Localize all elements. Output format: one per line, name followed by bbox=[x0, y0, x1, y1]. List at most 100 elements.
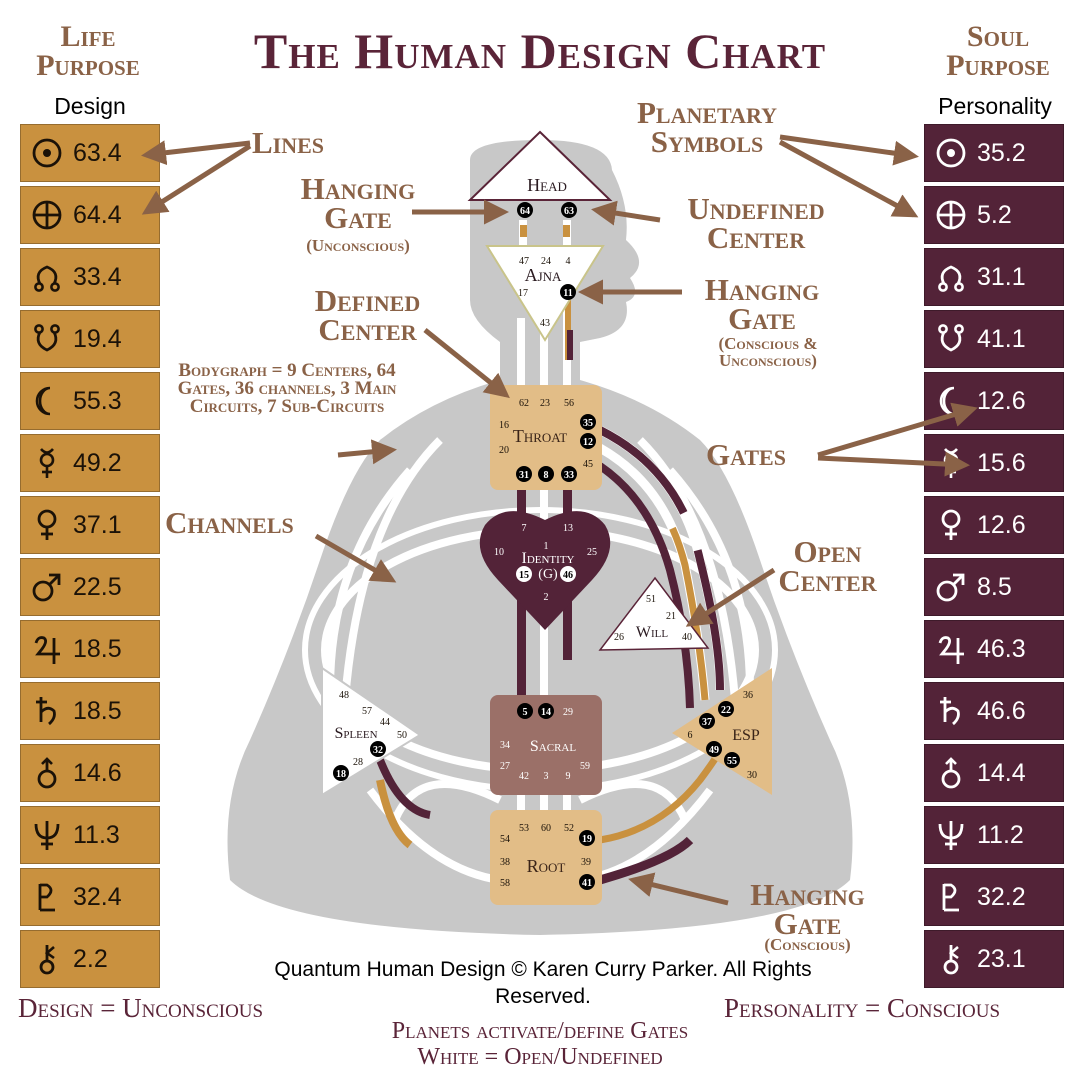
gate-8: 8 bbox=[544, 470, 549, 481]
head-center[interactable]: Head bbox=[467, 130, 613, 201]
defined-center-annotation: Defined Center bbox=[314, 283, 421, 347]
gate-59: 59 bbox=[580, 761, 590, 772]
head-center-label: Head bbox=[527, 175, 567, 195]
throat-center[interactable]: Throat bbox=[490, 385, 602, 490]
design-column: 63.4 64.4 33.4 19.4 55.3 49.2 37.1 22.5 18.5 18.5… bbox=[20, 124, 160, 992]
design-gate-line: 18.5 bbox=[73, 634, 122, 663]
gate-51: 51 bbox=[646, 594, 656, 605]
will-center-label: Will bbox=[636, 624, 668, 641]
esp-center[interactable]: ESP bbox=[672, 668, 772, 795]
undefined-center-annotation: Undefined Center bbox=[687, 191, 825, 255]
gate-40: 40 bbox=[682, 632, 692, 643]
gate-25: 25 bbox=[587, 547, 597, 558]
esp-center-label: ESP bbox=[732, 727, 760, 744]
personality-row: 46.6 bbox=[924, 682, 1064, 740]
north-node-icon bbox=[21, 248, 73, 306]
will-center[interactable]: Will bbox=[598, 576, 710, 651]
gate-1: 1 bbox=[544, 541, 549, 552]
pluto-icon bbox=[925, 868, 977, 926]
gate-31: 31 bbox=[519, 470, 529, 481]
personality-row: 5.2 bbox=[924, 186, 1064, 244]
gate-45: 45 bbox=[583, 459, 593, 470]
throat-center-label: Throat bbox=[513, 426, 567, 446]
gate-55: 55 bbox=[727, 756, 737, 767]
root-center-label: Root bbox=[527, 856, 566, 876]
design-row: 18.5 bbox=[20, 682, 160, 740]
gate-42: 42 bbox=[519, 771, 529, 782]
design-gate-line: 32.4 bbox=[73, 882, 122, 911]
gate-19: 19 bbox=[582, 834, 592, 845]
gate-37: 37 bbox=[702, 717, 712, 728]
sun-icon bbox=[925, 124, 977, 182]
gate-11: 11 bbox=[563, 288, 572, 299]
gate-49: 49 bbox=[709, 745, 719, 756]
gate-47: 47 bbox=[519, 256, 529, 267]
design-gate-line: 64.4 bbox=[73, 200, 122, 229]
gate-46: 46 bbox=[563, 570, 573, 581]
personality-row: 32.2 bbox=[924, 868, 1064, 926]
design-row: 32.4 bbox=[20, 868, 160, 926]
spleen-center[interactable]: Spleen bbox=[321, 666, 422, 797]
neptune-icon bbox=[925, 806, 977, 864]
mars-icon bbox=[925, 558, 977, 616]
footer-planets-legend: Planets activate/define Gates bbox=[391, 1018, 689, 1044]
personality-gate-line: 14.4 bbox=[977, 758, 1026, 787]
gate-6: 6 bbox=[688, 730, 693, 741]
bodygraph-annotation: Bodygraph = 9 Centers, 64 Gates, 36 chan… bbox=[177, 360, 397, 417]
uranus-icon bbox=[21, 744, 73, 802]
life-purpose-heading: Life Purpose bbox=[36, 20, 140, 82]
design-row: 49.2 bbox=[20, 434, 160, 492]
gate-14: 14 bbox=[541, 707, 551, 718]
personality-row: 14.4 bbox=[924, 744, 1064, 802]
design-gate-line: 2.2 bbox=[73, 944, 108, 973]
pluto-icon bbox=[21, 868, 73, 926]
gate-50: 50 bbox=[397, 730, 407, 741]
sacral-center[interactable]: Sacral bbox=[490, 695, 602, 795]
gate-7: 7 bbox=[522, 523, 527, 534]
personality-gate-line: 15.6 bbox=[977, 448, 1026, 477]
gate-13: 13 bbox=[563, 523, 573, 534]
gate-3: 3 bbox=[544, 771, 549, 782]
north-node-icon bbox=[925, 248, 977, 306]
gate-5: 5 bbox=[523, 707, 528, 718]
mars-icon bbox=[21, 558, 73, 616]
sacral-center-label: Sacral bbox=[530, 738, 576, 755]
personality-gate-line: 46.6 bbox=[977, 696, 1026, 725]
design-row: 2.2 bbox=[20, 930, 160, 988]
gate-54: 54 bbox=[500, 834, 510, 845]
gate-64: 64 bbox=[520, 206, 530, 217]
footer-design-legend: Design = Unconscious bbox=[18, 993, 264, 1023]
chiron-icon bbox=[21, 930, 73, 988]
personality-row: 12.6 bbox=[924, 496, 1064, 554]
design-gate-line: 19.4 bbox=[73, 324, 122, 353]
gate-2: 2 bbox=[544, 592, 549, 603]
gate-27: 27 bbox=[500, 761, 510, 772]
identity-center[interactable]: Identity (G) bbox=[479, 511, 611, 630]
personality-row: 23.1 bbox=[924, 930, 1064, 988]
ajna-center-label: Ajna bbox=[525, 265, 562, 285]
root-center[interactable]: Root bbox=[490, 810, 602, 905]
personality-gate-line: 46.3 bbox=[977, 634, 1026, 663]
design-gate-line: 22.5 bbox=[73, 572, 122, 601]
gate-18: 18 bbox=[336, 769, 346, 780]
hanging-gate-unconscious-note: (Unconscious) bbox=[306, 236, 410, 255]
defined-channels bbox=[376, 425, 739, 885]
venus-icon bbox=[21, 496, 73, 554]
personality-column-label: Personality bbox=[938, 93, 1052, 119]
hanging-gate-unconscious-annotation: Hanging Gate bbox=[300, 171, 416, 235]
identity-center-label: Identity bbox=[522, 550, 575, 567]
personality-gate-line: 12.6 bbox=[977, 510, 1026, 539]
gate-33: 33 bbox=[564, 470, 574, 481]
gate-63: 63 bbox=[564, 206, 574, 217]
jupiter-icon bbox=[925, 620, 977, 678]
hanging-gate-conscious-annotation: Hanging Gate bbox=[750, 877, 865, 941]
earth-icon bbox=[21, 186, 73, 244]
gate-32: 32 bbox=[373, 745, 383, 756]
gate-29: 29 bbox=[563, 707, 573, 718]
page-title: The Human Design Chart bbox=[253, 23, 827, 79]
gate-52: 52 bbox=[564, 823, 574, 834]
design-row: 22.5 bbox=[20, 558, 160, 616]
gate-15: 15 bbox=[519, 570, 529, 581]
gate-58: 58 bbox=[500, 878, 510, 889]
south-node-icon bbox=[925, 310, 977, 368]
